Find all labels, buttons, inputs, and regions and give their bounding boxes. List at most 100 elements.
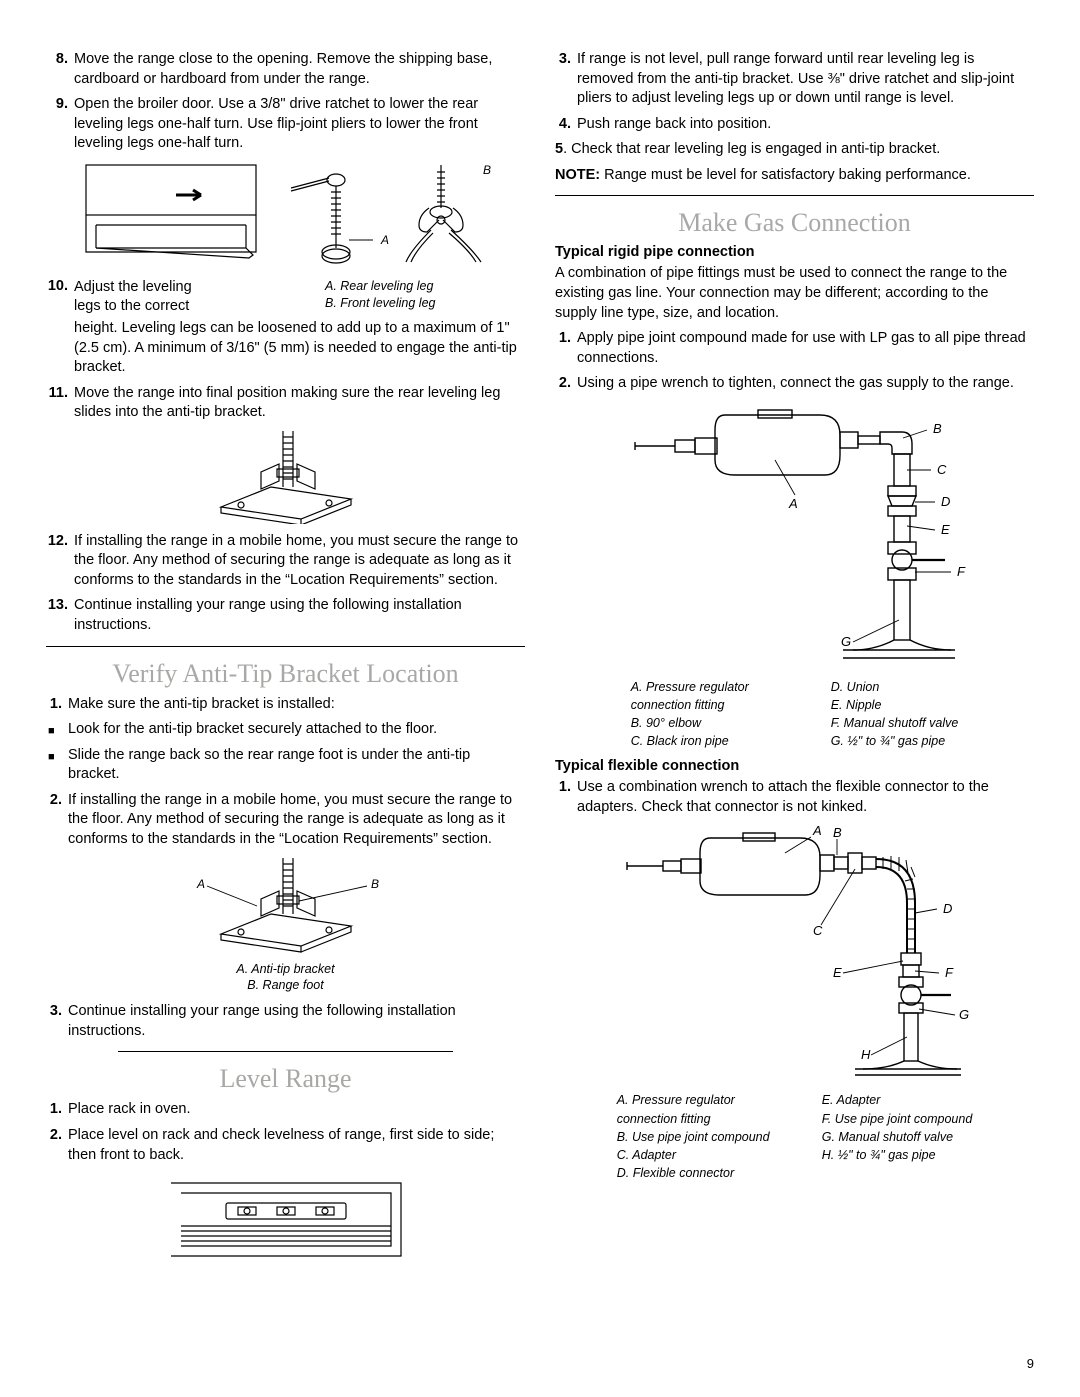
level-title: Level Range <box>46 1064 525 1094</box>
step-text: If range is not level, pull range forwar… <box>577 50 1034 109</box>
flex-step-1: 1. Use a combination wrench to attach th… <box>555 778 1034 817</box>
legend-item: D. Union <box>831 678 959 696</box>
bullet-icon: ■ <box>46 746 68 785</box>
legend-item: E. Nipple <box>831 696 959 714</box>
step-number: 1. <box>555 329 577 368</box>
divider-short <box>118 1051 453 1052</box>
legend-item: G. ½" to ¾" gas pipe <box>831 732 959 750</box>
step-text: . Check that rear leveling leg is engage… <box>563 141 940 157</box>
legend-item: E. Adapter <box>822 1091 973 1109</box>
step-10-row: 10. Adjust the leveling legs to the corr… <box>46 278 525 317</box>
fig1-caption: A. Rear leveling leg B. Front leveling l… <box>325 278 525 317</box>
step-text: If installing the range in a mobile home… <box>74 532 525 591</box>
step-8: 8. Move the range close to the opening. … <box>46 50 525 89</box>
legend-item: C. Adapter <box>617 1146 792 1164</box>
flex-legend: A. Pressure regulator connection fitting… <box>555 1091 1034 1182</box>
right-step-5: 5. Check that rear leveling leg is engag… <box>555 140 1034 160</box>
svg-text:G: G <box>959 1007 969 1022</box>
step-number: 2. <box>46 791 68 850</box>
svg-text:C: C <box>813 923 823 938</box>
fig1-caption-b: B. Front leveling leg <box>325 295 525 312</box>
svg-text:D: D <box>941 494 950 509</box>
step-number: 3. <box>46 1002 68 1041</box>
page: 8. Move the range close to the opening. … <box>0 0 1080 1299</box>
rigid-legend: A. Pressure regulator connection fitting… <box>555 678 1034 751</box>
verify-step-3: 3. Continue installing your range using … <box>46 1002 525 1041</box>
step-text: If installing the range in a mobile home… <box>68 791 525 850</box>
step-text: Apply pipe joint compound made for use w… <box>577 329 1034 368</box>
step-number: 1. <box>555 778 577 817</box>
right-column: 3. If range is not level, pull range for… <box>555 50 1034 1269</box>
step-text: Continue installing your range using the… <box>74 596 525 635</box>
step-text: Using a pipe wrench to tighten, connect … <box>577 374 1034 394</box>
step-13: 13. Continue installing your range using… <box>46 596 525 635</box>
rigid-step-1: 1. Apply pipe joint compound made for us… <box>555 329 1034 368</box>
figure-antitip-labeled: A B A. Anti-tip bracket B. Range foot <box>46 856 525 995</box>
legend-item: A. Pressure regulator connection fitting <box>631 678 801 714</box>
svg-text:A: A <box>812 823 822 838</box>
level-step-1: 1. Place rack in oven. <box>46 1100 525 1120</box>
bullet-icon: ■ <box>46 720 68 740</box>
flex-legend-right: E. Adapter F. Use pipe joint compound G.… <box>822 1091 973 1182</box>
fig1-label-b: B <box>483 163 491 177</box>
step-number: 13. <box>46 596 74 635</box>
level-step-2: 2. Place level on rack and check levelne… <box>46 1126 525 1165</box>
step-text: Continue installing your range using the… <box>68 1002 525 1041</box>
legend-item: B. 90° elbow <box>631 714 801 732</box>
svg-text:B: B <box>833 825 842 840</box>
flex-subhead: Typical flexible connection <box>555 758 1034 774</box>
legend-item: B. Use pipe joint compound <box>617 1128 792 1146</box>
divider <box>555 195 1034 196</box>
svg-text:E: E <box>833 965 842 980</box>
step-number: 9. <box>46 95 74 154</box>
verify-step-1: 1. Make sure the anti-tip bracket is ins… <box>46 695 525 715</box>
page-number: 9 <box>1027 1356 1034 1371</box>
svg-text:H: H <box>861 1047 871 1062</box>
rigid-subhead: Typical rigid pipe connection <box>555 244 1034 260</box>
svg-text:G: G <box>841 634 851 649</box>
step-12: 12. If installing the range in a mobile … <box>46 532 525 591</box>
svg-text:E: E <box>941 522 950 537</box>
svg-text:D: D <box>943 901 952 916</box>
svg-text:F: F <box>957 564 966 579</box>
step-11: 11. Move the range into final position m… <box>46 384 525 423</box>
verify-step-2: 2. If installing the range in a mobile h… <box>46 791 525 850</box>
verify-bullet-2: ■ Slide the range back so the rear range… <box>46 746 525 785</box>
fig3-caption-b: B. Range foot <box>46 977 525 994</box>
figure-rigid-connection: A B C D E F G <box>555 400 1034 670</box>
legend-item: A. Pressure regulator connection fitting <box>617 1091 792 1127</box>
legend-item: H. ½" to ¾" gas pipe <box>822 1146 973 1164</box>
step-text: Push range back into position. <box>577 115 1034 135</box>
figure-flex-connection: A B C D E F G H <box>555 823 1034 1083</box>
step-number: 10. <box>46 278 74 317</box>
step-text: Place level on rack and check levelness … <box>68 1126 525 1165</box>
legend-item: C. Black iron pipe <box>631 732 801 750</box>
step-number: 12. <box>46 532 74 591</box>
fig3-caption-a: A. Anti-tip bracket <box>46 961 525 978</box>
step-number: 2. <box>555 374 577 394</box>
rigid-para: A combination of pipe fittings must be u… <box>555 264 1034 323</box>
svg-text:F: F <box>945 965 954 980</box>
legend-item: F. Manual shutoff valve <box>831 714 959 732</box>
rigid-legend-left: A. Pressure regulator connection fitting… <box>631 678 801 751</box>
step-text: Use a combination wrench to attach the f… <box>577 778 1034 817</box>
gas-title: Make Gas Connection <box>555 208 1034 238</box>
rigid-legend-right: D. Union E. Nipple F. Manual shutoff val… <box>831 678 959 751</box>
step-number: 1. <box>46 1100 68 1120</box>
verify-title: Verify Anti-Tip Bracket Location <box>46 659 525 689</box>
step-10-rest: height. Leveling legs can be loosened to… <box>46 319 525 378</box>
verify-bullet-1: ■ Look for the anti-tip bracket securely… <box>46 720 525 740</box>
left-column: 8. Move the range close to the opening. … <box>46 50 525 1269</box>
flex-legend-left: A. Pressure regulator connection fitting… <box>617 1091 792 1182</box>
step-10-lead: Adjust the leveling legs to the correct <box>74 278 204 317</box>
step-number: 8. <box>46 50 74 89</box>
svg-text:B: B <box>371 877 379 891</box>
step-number: 11. <box>46 384 74 423</box>
svg-text:B: B <box>933 421 942 436</box>
right-step-3: 3. If range is not level, pull range for… <box>555 50 1034 109</box>
step-number: 3. <box>555 50 577 109</box>
svg-text:A: A <box>788 496 798 511</box>
right-step-4: 4. Push range back into position. <box>555 115 1034 135</box>
step-number: 2. <box>46 1126 68 1165</box>
step-9: 9. Open the broiler door. Use a 3/8" dri… <box>46 95 525 154</box>
